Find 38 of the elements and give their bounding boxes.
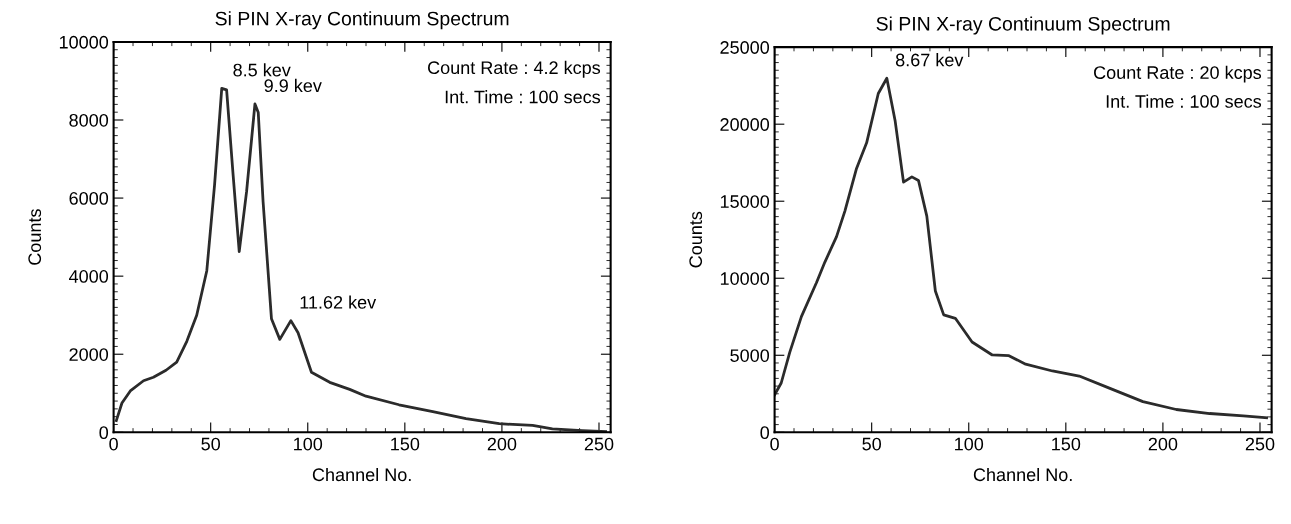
y-tick-label: 2000	[69, 348, 109, 361]
y-tick-label: 20000	[720, 118, 770, 131]
x-tick-label: 0	[109, 437, 118, 451]
y-tick-label: 8000	[69, 113, 109, 127]
x-axis-title: Channel No.	[312, 467, 411, 482]
y-tick-label: 10000	[720, 272, 770, 285]
x-tick-label: 50	[862, 437, 882, 451]
y-tick-label: 4000	[69, 270, 109, 283]
y-tick-label: 6000	[69, 192, 109, 205]
y-tick-label: 0	[760, 426, 770, 440]
x-tick-label: 100	[294, 437, 323, 451]
x-tick-label: 0	[770, 437, 779, 451]
x-tick-label: 200	[1148, 437, 1178, 451]
y-tick-label: 15000	[720, 195, 770, 208]
x-tick-label: 200	[487, 437, 517, 451]
chart-title: Si PIN X-ray Continuum Spectrum	[876, 16, 1170, 35]
annotation: Count Rate : 4.2 kcps	[428, 60, 601, 78]
x-tick-label: 100	[955, 437, 984, 451]
x-tick-label: 150	[1052, 437, 1081, 451]
annotation: 9.9 kev	[264, 78, 322, 93]
x-axis-title: Channel No.	[973, 467, 1072, 482]
annotation: 11.62 kev	[300, 295, 377, 309]
y-tick-label: 0	[99, 426, 109, 440]
y-axis-title: Counts	[689, 211, 703, 268]
annotation: Int. Time : 100 secs	[1106, 94, 1262, 108]
annotation: 8.5 kev	[233, 63, 291, 77]
y-tick-label: 25000	[720, 41, 770, 54]
y-axis-title: Counts	[28, 209, 42, 265]
x-tick-label: 250	[584, 437, 614, 451]
annotation: Count Rate : 20 kcps	[1094, 65, 1262, 83]
annotation: 8.67 kev	[895, 53, 964, 67]
chart-title: Si PIN X-ray Continuum Spectrum	[215, 11, 509, 30]
y-tick-label: 5000	[730, 349, 770, 362]
y-tick-label: 10000	[59, 35, 109, 49]
annotation: Int. Time : 100 secs	[445, 90, 601, 104]
x-tick-label: 250	[1245, 437, 1275, 451]
x-tick-label: 50	[201, 437, 221, 451]
x-tick-label: 150	[391, 437, 420, 451]
